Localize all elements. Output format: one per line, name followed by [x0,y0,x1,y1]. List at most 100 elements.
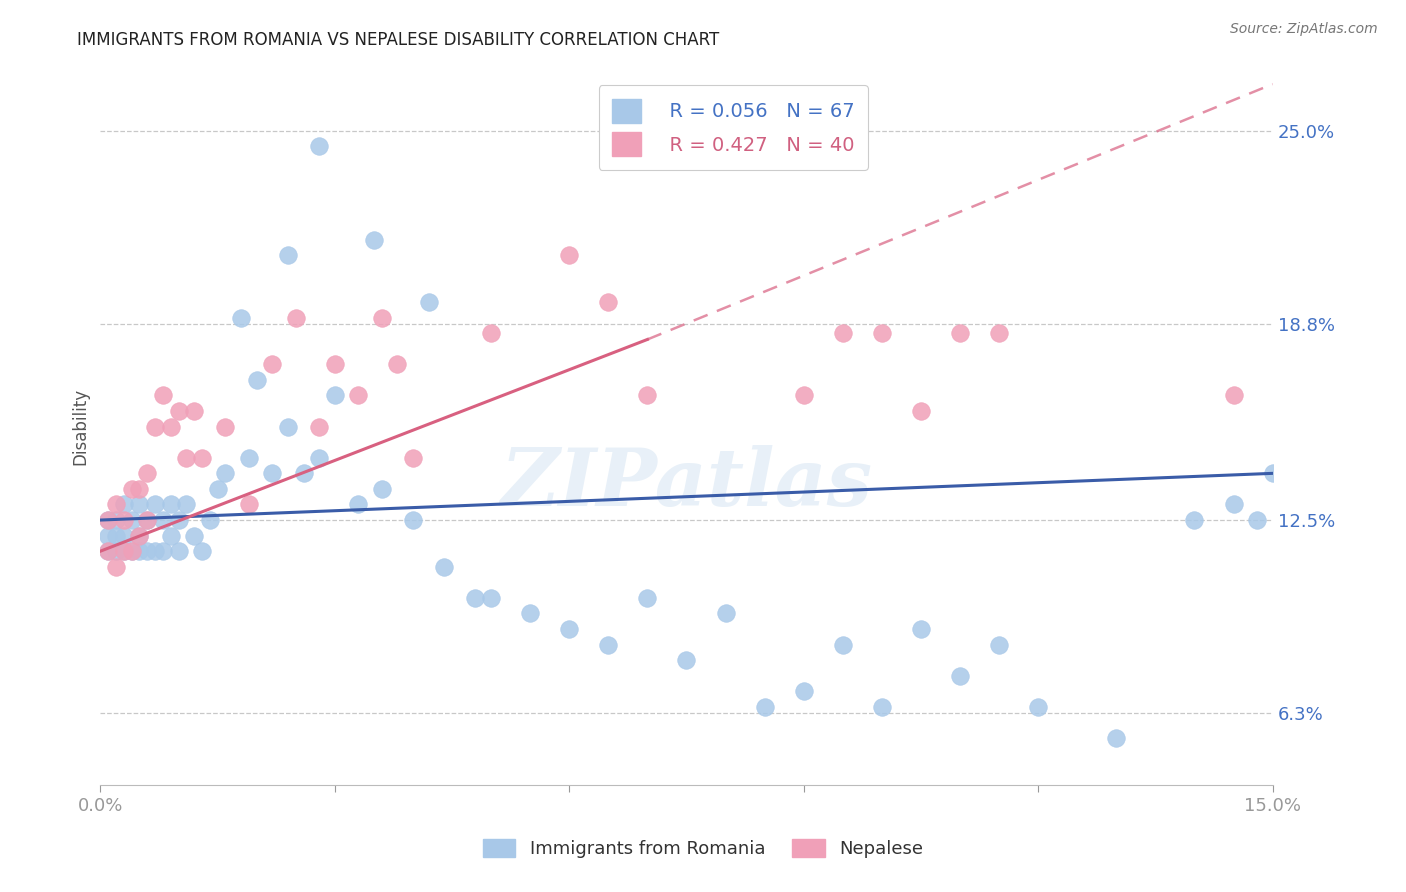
Point [262,467,284,481]
Point [121,544,143,558]
Point [1184,513,1206,527]
Point [176,450,198,465]
Point [159,419,181,434]
Point [949,326,972,341]
Point [143,419,166,434]
Point [418,295,440,310]
Point [191,544,214,558]
Point [402,450,425,465]
Point [159,498,181,512]
Point [793,388,815,402]
Point [262,357,284,371]
Legend:   R = 0.056   N = 67,   R = 0.427   N = 40: R = 0.056 N = 67, R = 0.427 N = 40 [599,86,868,169]
Text: ZIPatlas: ZIPatlas [501,445,873,523]
Point [1246,513,1268,527]
Point [598,638,620,652]
Point [636,388,658,402]
Point [97,513,120,527]
Point [831,638,853,652]
Point [433,559,456,574]
Point [308,139,330,153]
Point [207,482,229,496]
Point [104,544,127,558]
Point [128,528,150,542]
Point [238,450,260,465]
Point [1026,699,1049,714]
Point [183,528,205,542]
Point [214,467,236,481]
Point [97,544,120,558]
Point [214,419,236,434]
Point [675,653,697,667]
Point [988,638,1011,652]
Point [152,513,174,527]
Point [128,482,150,496]
Point [519,607,541,621]
Point [97,513,120,527]
Point [636,591,658,605]
Point [152,544,174,558]
Point [159,528,181,542]
Point [191,450,214,465]
Point [363,233,385,247]
Y-axis label: Disability: Disability [72,388,89,466]
Point [910,404,932,418]
Point [402,513,425,527]
Point [246,373,269,387]
Point [1105,731,1128,745]
Point [870,326,893,341]
Point [104,513,127,527]
Point [143,544,166,558]
Point [112,513,135,527]
Point [558,622,581,636]
Point [479,591,502,605]
Point [128,528,150,542]
Point [323,357,346,371]
Point [167,404,190,418]
Point [793,684,815,698]
Point [308,450,330,465]
Point [136,544,159,558]
Point [308,419,330,434]
Point [277,419,299,434]
Text: IMMIGRANTS FROM ROMANIA VS NEPALESE DISABILITY CORRELATION CHART: IMMIGRANTS FROM ROMANIA VS NEPALESE DISA… [77,31,720,49]
Point [112,544,135,558]
Point [97,544,120,558]
Point [167,513,190,527]
Point [1222,388,1244,402]
Legend: Immigrants from Romania, Nepalese: Immigrants from Romania, Nepalese [475,831,931,865]
Point [284,310,307,325]
Point [104,559,127,574]
Point [387,357,409,371]
Point [714,607,737,621]
Point [183,404,205,418]
Text: Source: ZipAtlas.com: Source: ZipAtlas.com [1230,22,1378,37]
Point [128,544,150,558]
Point [988,326,1011,341]
Point [347,388,370,402]
Point [112,528,135,542]
Point [136,513,159,527]
Point [479,326,502,341]
Point [870,699,893,714]
Point [238,498,260,512]
Point [598,295,620,310]
Point [112,498,135,512]
Point [167,544,190,558]
Point [949,669,972,683]
Point [97,528,120,542]
Point [121,544,143,558]
Point [370,482,392,496]
Point [112,544,135,558]
Point [910,622,932,636]
Point [121,513,143,527]
Point [831,326,853,341]
Point [143,498,166,512]
Point [754,699,776,714]
Point [136,513,159,527]
Point [1261,467,1284,481]
Point [152,388,174,402]
Point [229,310,252,325]
Point [347,498,370,512]
Point [370,310,392,325]
